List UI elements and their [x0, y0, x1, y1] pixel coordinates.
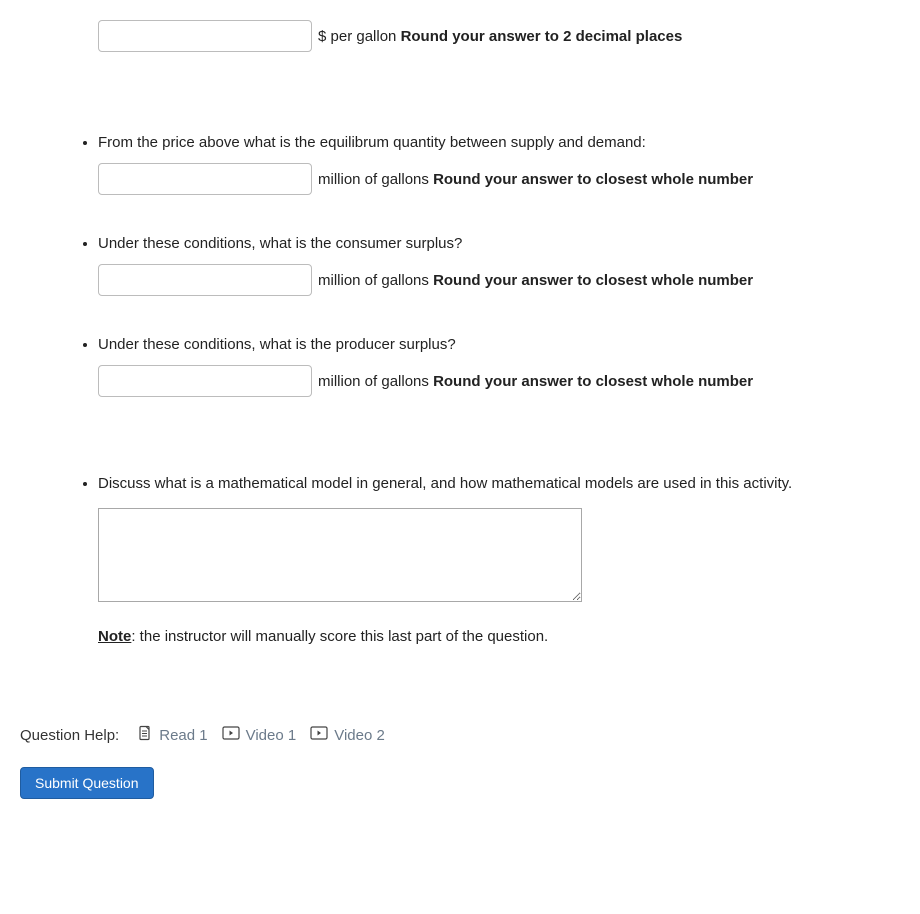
q2-suffix-bold: Round your answer to closest whole numbe… [433, 171, 753, 188]
q3-prompt: Under these conditions, what is the cons… [98, 235, 880, 252]
q5-textarea-wrap [98, 508, 880, 606]
q5-note-label: Note [98, 628, 131, 645]
spacer [98, 437, 880, 467]
q4-producer-surplus-input[interactable] [98, 365, 312, 397]
q1-input-row: $ per gallon Round your answer to 2 deci… [76, 20, 880, 52]
read-1-label: Read 1 [159, 727, 207, 744]
video-1-label: Video 1 [246, 727, 297, 744]
q3-input-row: million of gallons Round your answer to … [98, 264, 880, 296]
q1-price-input[interactable] [98, 20, 312, 52]
question-help-label: Question Help: [20, 727, 119, 744]
question-help-row: Question Help: Read 1 Video 1 [20, 725, 900, 745]
read-1-link[interactable]: Read 1 [137, 725, 207, 745]
q5-item: Discuss what is a mathematical model in … [98, 475, 880, 645]
document-icon [137, 725, 153, 745]
q2-suffix: million of gallons Round your answer to … [318, 171, 753, 188]
q3-item: Under these conditions, what is the cons… [98, 235, 880, 296]
q4-suffix-bold: Round your answer to closest whole numbe… [433, 373, 753, 390]
q2-quantity-input[interactable] [98, 163, 312, 195]
q5-note: Note: the instructor will manually score… [98, 628, 880, 645]
q3-suffix: million of gallons Round your answer to … [318, 272, 753, 289]
q4-suffix-plain: million of gallons [318, 373, 433, 390]
question-content: $ per gallon Round your answer to 2 deci… [20, 20, 900, 645]
q4-prompt: Under these conditions, what is the prod… [98, 336, 880, 353]
q3-consumer-surplus-input[interactable] [98, 264, 312, 296]
q2-prompt: From the price above what is the equilib… [98, 134, 880, 151]
q3-suffix-plain: million of gallons [318, 272, 433, 289]
question-list: From the price above what is the equilib… [76, 134, 880, 645]
video-2-link[interactable]: Video 2 [310, 726, 385, 744]
q2-input-row: million of gallons Round your answer to … [98, 163, 880, 195]
q4-input-row: million of gallons Round your answer to … [98, 365, 880, 397]
q5-prompt: Discuss what is a mathematical model in … [98, 475, 880, 492]
q1-suffix-plain: $ per gallon [318, 28, 401, 45]
video-1-link[interactable]: Video 1 [222, 726, 297, 744]
q1-suffix-bold: Round your answer to 2 decimal places [401, 28, 683, 45]
video-2-label: Video 2 [334, 727, 385, 744]
q4-suffix: million of gallons Round your answer to … [318, 373, 753, 390]
q2-suffix-plain: million of gallons [318, 171, 433, 188]
q2-item: From the price above what is the equilib… [98, 134, 880, 195]
submit-question-button[interactable]: Submit Question [20, 767, 154, 799]
video-icon [310, 726, 328, 744]
q5-discussion-textarea[interactable] [98, 508, 582, 602]
q5-note-rest: : the instructor will manually score thi… [131, 628, 548, 645]
video-icon [222, 726, 240, 744]
q3-suffix-bold: Round your answer to closest whole numbe… [433, 272, 753, 289]
q4-item: Under these conditions, what is the prod… [98, 336, 880, 467]
q1-suffix: $ per gallon Round your answer to 2 deci… [318, 28, 682, 45]
